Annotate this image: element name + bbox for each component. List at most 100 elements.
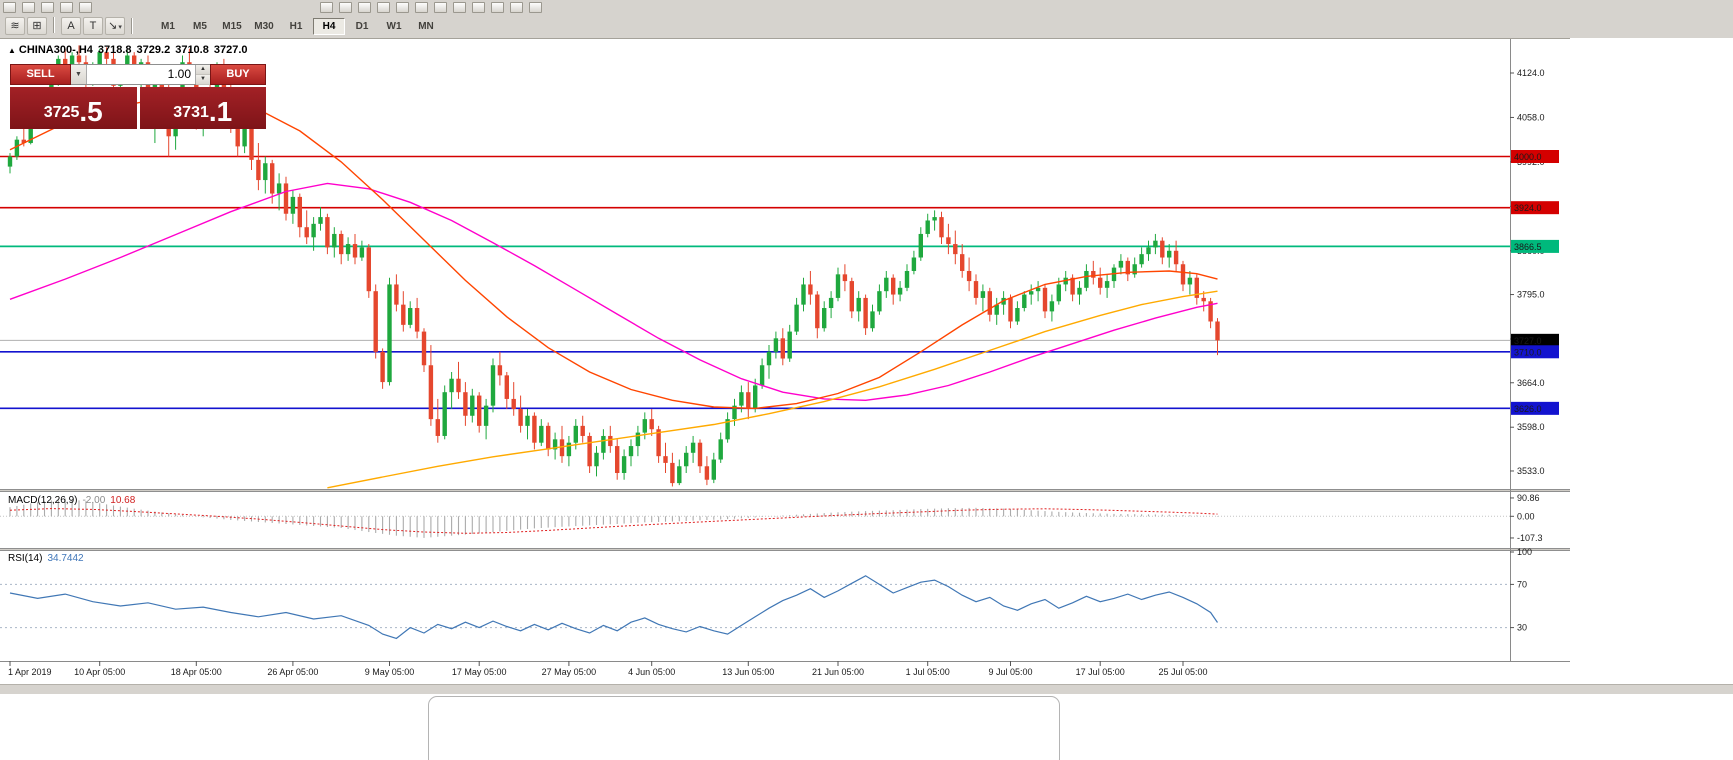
indicators-tool-icon[interactable]: ≋: [5, 17, 25, 35]
sell-price-box[interactable]: 3725.5: [10, 87, 137, 129]
svg-text:3626.0: 3626.0: [1514, 404, 1542, 414]
svg-text:17 May 05:00: 17 May 05:00: [452, 667, 507, 677]
svg-text:17 Jul 05:00: 17 Jul 05:00: [1076, 667, 1125, 677]
toolbar-separator: [131, 18, 133, 34]
print-preview-icon[interactable]: [415, 2, 428, 13]
svg-text:0.00: 0.00: [1517, 511, 1535, 521]
top-toolbar-center-icons: [317, 0, 545, 13]
svg-text:25 Jul 05:00: 25 Jul 05:00: [1158, 667, 1207, 677]
status-strip: [0, 684, 1733, 695]
timeframe-button-D1[interactable]: D1: [355, 20, 369, 32]
sell-price: 3725: [43, 104, 80, 121]
drawing-tools-group: ≋ ⊞ A T ↘▾: [4, 17, 126, 35]
buy-button[interactable]: BUY: [210, 64, 266, 85]
chevron-down-icon: ▾: [118, 24, 122, 31]
svg-text:3598.0: 3598.0: [1517, 422, 1545, 432]
ohlc-close: 3727.0: [213, 44, 248, 56]
svg-text:70: 70: [1517, 579, 1527, 589]
timeframe-button-MN[interactable]: MN: [418, 20, 434, 32]
save-icon[interactable]: [434, 2, 447, 13]
buy-price-box[interactable]: 3731.1: [139, 87, 266, 129]
buy-price-pips: .1: [208, 96, 233, 127]
ohlc-low: 3710.8: [175, 44, 209, 56]
svg-text:10 Apr 05:00: 10 Apr 05:00: [74, 667, 125, 677]
level-price-badge: [1511, 401, 1559, 415]
volume-increase-icon[interactable]: ▲: [196, 65, 210, 75]
ohlc-open: 3718.8: [97, 44, 132, 56]
svg-text:9 May 05:00: 9 May 05:00: [365, 667, 415, 677]
svg-text:3866.5: 3866.5: [1514, 242, 1542, 252]
new-order-icon[interactable]: [320, 2, 333, 13]
timeframe-button-W1[interactable]: W1: [386, 20, 402, 32]
rsi-value: 34.7442: [47, 553, 84, 564]
grid-tool-icon[interactable]: ⊞: [27, 17, 47, 35]
level-price-badge: [1511, 345, 1559, 359]
volume-input[interactable]: 1.00: [167, 67, 191, 81]
pane-splitter[interactable]: [0, 489, 1570, 492]
rsi-pane: [0, 575, 1510, 640]
chart-window-icon[interactable]: [339, 2, 352, 13]
sell-button[interactable]: SELL: [10, 64, 71, 85]
level-price-badge: [1511, 150, 1559, 164]
main-price-pane: [0, 45, 1510, 489]
timeframe-button-M5[interactable]: M5: [193, 20, 207, 32]
macd-main-value: -2.00: [82, 495, 106, 506]
level-price-badge: [1511, 239, 1559, 253]
pane-splitter[interactable]: [0, 548, 1570, 551]
svg-text:30: 30: [1517, 623, 1527, 633]
svg-text:3664.0: 3664.0: [1517, 378, 1545, 388]
svg-text:100: 100: [1517, 547, 1532, 557]
timeframes-toolbar: M1 M5 M15 M30 H1 H4 D1 W1 MN: [152, 17, 442, 35]
print-icon[interactable]: [396, 2, 409, 13]
svg-text:26 Apr 05:00: 26 Apr 05:00: [267, 667, 318, 677]
svg-text:3533.0: 3533.0: [1517, 466, 1545, 476]
candles-view-icon[interactable]: [41, 2, 54, 13]
top-toolbar: [0, 0, 1733, 15]
profiles-icon[interactable]: [377, 2, 390, 13]
tools-toolbar: ≋ ⊞ A T ↘▾ M1 M5 M15 M30 H1 H4 D1 W1 MN: [0, 14, 1733, 39]
svg-text:13 Jun 05:00: 13 Jun 05:00: [722, 667, 774, 677]
template-icon[interactable]: [358, 2, 371, 13]
macd-pane: [0, 498, 1510, 538]
macd-indicator-label: MACD(12,26,9) -2.00 10.68: [8, 495, 135, 506]
trendline-icon[interactable]: [510, 2, 523, 13]
volume-decrease-icon[interactable]: ▼: [196, 75, 210, 85]
svg-text:3710.0: 3710.0: [1514, 347, 1542, 357]
crosshair-icon[interactable]: [472, 2, 485, 13]
ohlc-high: 3729.2: [136, 44, 171, 56]
macd-signal-value: 10.68: [110, 495, 136, 506]
chart-window: 4124.04058.03992.03926.03860.03795.03729…: [0, 38, 1570, 685]
svg-text:21 Jun 05:00: 21 Jun 05:00: [812, 667, 864, 677]
text-label-tool-icon[interactable]: A: [61, 17, 81, 35]
textbox-tool-icon[interactable]: T: [83, 17, 103, 35]
volume-stepper: ▲ ▼: [195, 65, 210, 85]
current-price-badge: [1511, 333, 1559, 347]
arrow-style-tool-icon[interactable]: ↘▾: [105, 17, 125, 35]
chart-list-icon[interactable]: [22, 2, 35, 13]
buy-price: 3731: [173, 104, 209, 121]
bottom-widget-box: [428, 696, 1060, 760]
time-scale[interactable]: 1 Apr 2019 10 Apr 05:00 18 Apr 05:00 26 Apr…: [8, 661, 1208, 677]
volume-preset-dropdown-icon[interactable]: ▼: [71, 65, 87, 84]
one-click-trading-panel: SELL ▼ 1.00 ▲ ▼ BUY 3725.5: [10, 64, 266, 129]
timeframe-button-H1[interactable]: H1: [289, 20, 303, 32]
toolbar-separator: [53, 17, 55, 33]
svg-text:4058.0: 4058.0: [1517, 112, 1545, 122]
zoom-in-icon[interactable]: [79, 2, 92, 13]
svg-text:3795.0: 3795.0: [1517, 290, 1545, 300]
timeframe-button-M30[interactable]: M30: [254, 20, 274, 32]
svg-text:3924.0: 3924.0: [1514, 203, 1542, 213]
chart-canvas[interactable]: 4124.04058.03992.03926.03860.03795.03729…: [0, 39, 1570, 685]
timeframe-button-M15[interactable]: M15: [222, 20, 242, 32]
cursor-icon[interactable]: [453, 2, 466, 13]
new-chart-icon[interactable]: [3, 2, 16, 13]
timeframe-button-H4[interactable]: H4: [313, 17, 345, 35]
hline-icon[interactable]: [491, 2, 504, 13]
volume-field: ▼ 1.00 ▲ ▼: [71, 64, 210, 85]
line-view-icon[interactable]: [60, 2, 73, 13]
collapse-panel-icon[interactable]: ▲: [8, 46, 16, 55]
chart-symbol-header: ▲ CHINA300-,H4 3718.8 3729.2 3710.8 3727.0: [8, 44, 253, 56]
fibonacci-icon[interactable]: [529, 2, 542, 13]
timeframe-button-M1[interactable]: M1: [161, 20, 175, 32]
